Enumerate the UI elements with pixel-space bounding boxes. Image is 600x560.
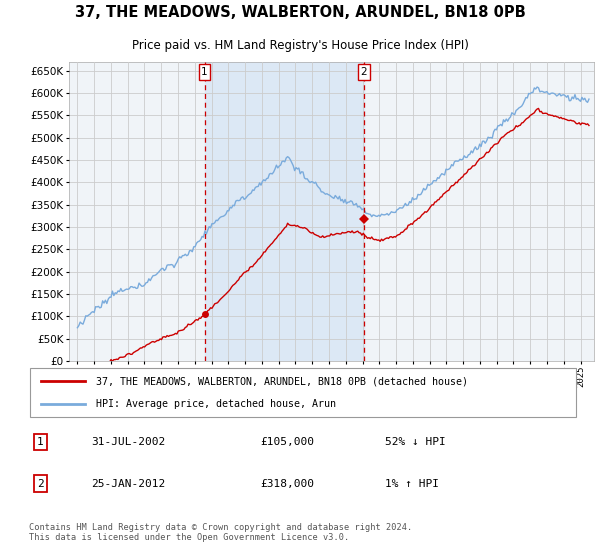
Text: 37, THE MEADOWS, WALBERTON, ARUNDEL, BN18 0PB (detached house): 37, THE MEADOWS, WALBERTON, ARUNDEL, BN1… [95,376,467,386]
Text: 2: 2 [37,479,44,488]
Text: 1: 1 [201,67,208,77]
Text: 37, THE MEADOWS, WALBERTON, ARUNDEL, BN18 0PB: 37, THE MEADOWS, WALBERTON, ARUNDEL, BN1… [74,6,526,20]
Text: HPI: Average price, detached house, Arun: HPI: Average price, detached house, Arun [95,399,335,409]
Text: £318,000: £318,000 [260,479,314,488]
Text: 2: 2 [361,67,367,77]
FancyBboxPatch shape [30,368,576,417]
Text: 1: 1 [37,437,44,447]
Text: Price paid vs. HM Land Registry's House Price Index (HPI): Price paid vs. HM Land Registry's House … [131,39,469,53]
Text: 1% ↑ HPI: 1% ↑ HPI [385,479,439,488]
Text: 52% ↓ HPI: 52% ↓ HPI [385,437,445,447]
Text: £105,000: £105,000 [260,437,314,447]
Text: 31-JUL-2002: 31-JUL-2002 [91,437,166,447]
Text: 25-JAN-2012: 25-JAN-2012 [91,479,166,488]
Bar [205,62,364,361]
Text: Contains HM Land Registry data © Crown copyright and database right 2024.
This d: Contains HM Land Registry data © Crown c… [29,523,413,543]
